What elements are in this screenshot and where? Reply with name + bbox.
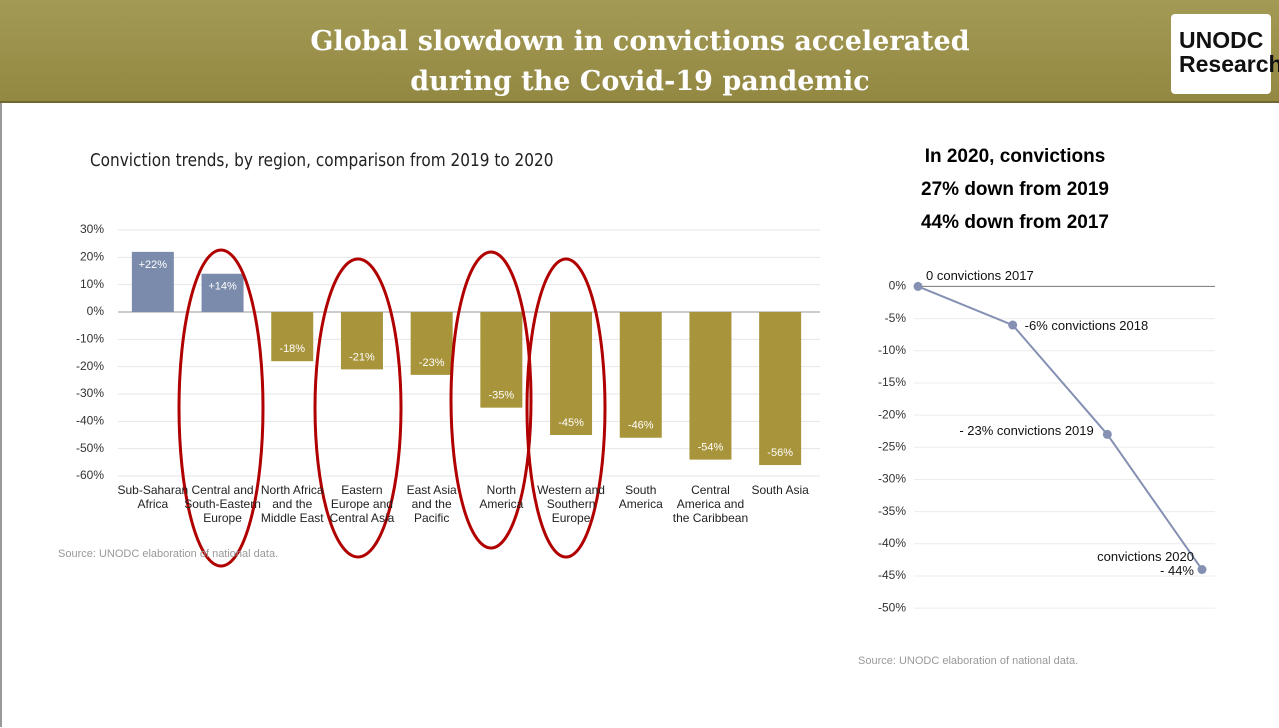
source-note: Source: UNODC elaboration of national da… <box>58 548 279 560</box>
header-banner <box>0 0 1279 103</box>
bar <box>759 312 802 466</box>
bar <box>131 251 174 312</box>
value-label: -56% <box>767 447 793 459</box>
x-tick-label: Western and Southern Europe <box>537 483 605 525</box>
y-tick-label: -10% <box>878 343 906 357</box>
point <box>1008 320 1018 330</box>
value-label: +14% <box>208 281 237 293</box>
value-label: -46% <box>628 420 654 432</box>
bar <box>201 273 244 312</box>
x-tick-label: Central and South-Eastern Europe <box>184 483 261 525</box>
highlight-ellipse <box>525 257 607 559</box>
y-tick-label: -50% <box>76 441 104 455</box>
y-tick-label: 0% <box>87 304 105 318</box>
x-tick-label: East Asia and the Pacific <box>406 483 457 525</box>
y-tick-label: -25% <box>878 439 906 453</box>
chart-title: In 2020, convictions 27% down from 2019 … <box>921 146 1109 233</box>
x-tick-label: South America <box>618 483 663 511</box>
bar <box>550 312 593 435</box>
point <box>1102 429 1112 439</box>
value-label: -18% <box>279 343 305 355</box>
y-tick-label: -30% <box>76 386 104 400</box>
chart-title: Conviction trends, by region, comparison… <box>90 150 554 171</box>
value-label: +22% <box>139 259 168 271</box>
value-label: -35% <box>489 390 515 402</box>
y-tick-label: -40% <box>878 536 906 550</box>
highlight-ellipse <box>449 250 533 550</box>
x-tick-label: Sub-Saharan Africa <box>117 483 189 511</box>
y-tick-label: -35% <box>878 504 906 518</box>
x-tick-label: North America <box>479 483 524 511</box>
logo: UNODC Research <box>1171 14 1279 94</box>
point-label: - 23% convictions 2019 <box>959 423 1094 439</box>
x-tick-label: South Asia <box>751 483 809 497</box>
y-tick-label: -20% <box>878 407 906 421</box>
bar <box>480 312 523 408</box>
y-tick-label: -20% <box>76 359 104 373</box>
y-tick-label: -30% <box>878 472 906 486</box>
bar <box>410 312 453 375</box>
slide-title: Global slowdown in convictions accelerat… <box>310 26 970 97</box>
point-label: convictions 2020 - 44% <box>1097 548 1194 579</box>
bar <box>619 312 662 438</box>
x-tick-label: Eastern Europe and Central Asia <box>329 483 395 525</box>
y-tick-label: -10% <box>76 332 104 346</box>
source-note: Source: UNODC elaboration of national da… <box>858 655 1079 667</box>
bar <box>271 312 314 362</box>
bar <box>340 312 383 370</box>
y-tick-label: -45% <box>878 568 906 582</box>
y-tick-label: -40% <box>76 414 104 428</box>
value-label: -45% <box>558 417 584 429</box>
y-tick-label: -60% <box>76 468 104 482</box>
x-tick-label: North Africa and the Middle East <box>260 483 324 525</box>
value-label: -21% <box>349 351 375 363</box>
highlight-ellipse <box>177 248 265 568</box>
y-tick-label: 0% <box>889 279 907 293</box>
y-tick-label: 10% <box>80 277 104 291</box>
point-label: 0 convictions 2017 <box>926 268 1034 284</box>
value-label: -54% <box>698 442 724 454</box>
highlight-ellipses <box>177 248 607 568</box>
y-tick-label: -15% <box>878 375 906 389</box>
y-tick-label: -50% <box>878 600 906 614</box>
point <box>1197 565 1207 575</box>
marks: 30% 20% 10% 0% -10% -20% -30% -40% -50% -60% +22% +… <box>76 222 1215 614</box>
highlight-ellipse <box>313 257 403 559</box>
line <box>917 285 1203 571</box>
point-label: -6% convictions 2018 <box>1024 318 1149 334</box>
x-tick-label: Central America and the Caribbean <box>672 483 749 525</box>
value-label: -23% <box>419 357 445 369</box>
point <box>913 281 923 291</box>
bar <box>689 312 732 460</box>
y-tick-label: -5% <box>885 311 907 325</box>
y-tick-label: 20% <box>80 250 104 264</box>
y-tick-label: 30% <box>80 222 104 236</box>
